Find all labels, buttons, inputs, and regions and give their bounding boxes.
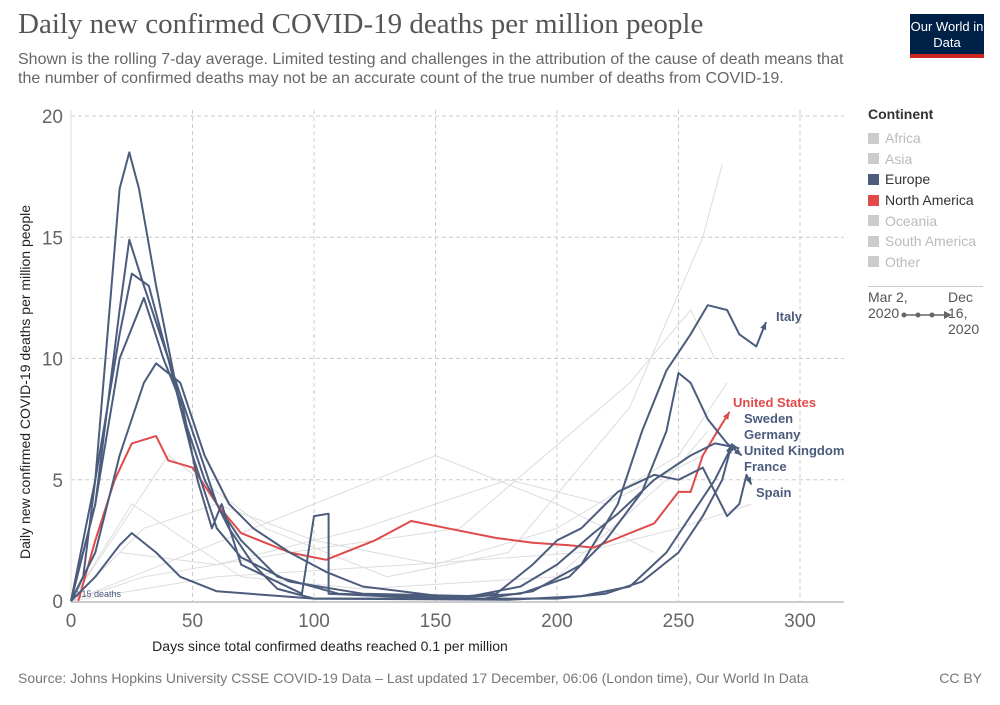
y-axis-label: Daily new confirmed COVID-19 deaths per …	[17, 205, 33, 559]
legend-item-asia[interactable]: Asia	[868, 149, 976, 170]
x-tick-label: 200	[541, 611, 573, 632]
legend-label: Oceania	[885, 212, 938, 229]
series-end-arrow	[745, 476, 752, 485]
timeline[interactable]: Mar 2, 2020 Dec 16, 2020	[868, 286, 983, 337]
legend-swatch	[868, 173, 879, 185]
annotation-label: 0.15 deaths	[74, 589, 122, 599]
background-series-line	[70, 309, 716, 602]
legend-swatch	[868, 235, 879, 247]
legend-item-europe[interactable]: Europe	[868, 169, 976, 190]
background-series-line	[70, 382, 728, 602]
chart-subtitle: Shown is the rolling 7-day average. Limi…	[18, 51, 844, 87]
y-tick-label: 20	[42, 107, 63, 128]
legend-item-africa[interactable]: Africa	[868, 128, 976, 149]
legend-swatch	[868, 256, 879, 268]
background-series-line	[70, 164, 723, 602]
x-axis-label: Days since total confirmed deaths reache…	[152, 638, 508, 654]
timeline-end[interactable]: Dec 16, 2020	[948, 289, 980, 337]
series-line-sweden	[70, 362, 733, 602]
series-label[interactable]: United States	[733, 395, 816, 410]
background-series-line	[70, 454, 655, 602]
legend-label: Asia	[885, 150, 913, 167]
legend-item-other[interactable]: Other	[868, 252, 976, 273]
series-label[interactable]: Italy	[776, 309, 803, 324]
legend-label: Other	[885, 253, 921, 270]
legend-label: North America	[885, 192, 974, 209]
x-tick-label: 250	[663, 611, 695, 632]
legend-item-north-america[interactable]: North America	[868, 190, 976, 211]
x-tick-label: 0	[66, 611, 77, 632]
timeline-start[interactable]: Mar 2, 2020	[868, 289, 908, 321]
legend-item-oceania[interactable]: Oceania	[868, 210, 976, 231]
series-label[interactable]: Spain	[756, 485, 791, 500]
x-tick-label: 50	[182, 611, 203, 632]
x-tick-label: 100	[298, 611, 330, 632]
timeline-track-icon[interactable]	[898, 309, 954, 321]
y-tick-label: 10	[42, 350, 63, 371]
x-tick-label: 300	[784, 611, 816, 632]
y-tick-label: 15	[42, 228, 63, 249]
legend-swatch	[868, 153, 879, 165]
series-end-arrow	[760, 322, 767, 331]
y-tick-label: 0	[52, 592, 63, 613]
series-line-united-states	[77, 411, 731, 602]
chart-title: Daily new confirmed COVID-19 deaths per …	[18, 8, 704, 40]
legend-swatch	[868, 132, 879, 144]
y-tick-label: 5	[52, 471, 63, 492]
background-series-line	[70, 455, 704, 602]
license-link[interactable]: CC BY	[939, 670, 982, 686]
legend-item-south-america[interactable]: South America	[868, 231, 976, 252]
legend-label: Africa	[885, 130, 921, 147]
series-line-united-kingdom	[70, 238, 740, 602]
legend-swatch	[868, 194, 879, 206]
series-label[interactable]: France	[744, 459, 787, 474]
series-line-spain	[70, 151, 753, 602]
legend-swatch	[868, 215, 879, 227]
series-end-arrow	[734, 448, 742, 456]
series-label[interactable]: United Kingdom	[744, 443, 844, 458]
x-tick-label: 150	[420, 611, 452, 632]
owid-logo[interactable]: Our World in Data	[910, 14, 984, 58]
legend-items: Africa Asia Europe North America Oceania Sout…	[868, 128, 976, 272]
legend: Continent Africa Asia Europe North America O…	[868, 106, 976, 272]
background-series-line	[70, 430, 709, 602]
series-end-arrow	[722, 411, 730, 420]
legend-label: South America	[885, 233, 977, 250]
series-label[interactable]: Germany	[744, 427, 801, 442]
legend-title: Continent	[868, 106, 934, 122]
series-label[interactable]: Sweden	[744, 411, 793, 426]
legend-label: Europe	[885, 171, 931, 188]
source-note[interactable]: Source: Johns Hopkins University CSSE CO…	[18, 670, 809, 686]
series-end-arrow	[725, 445, 732, 454]
series-line-italy	[70, 272, 767, 602]
series-line-france	[70, 296, 743, 602]
